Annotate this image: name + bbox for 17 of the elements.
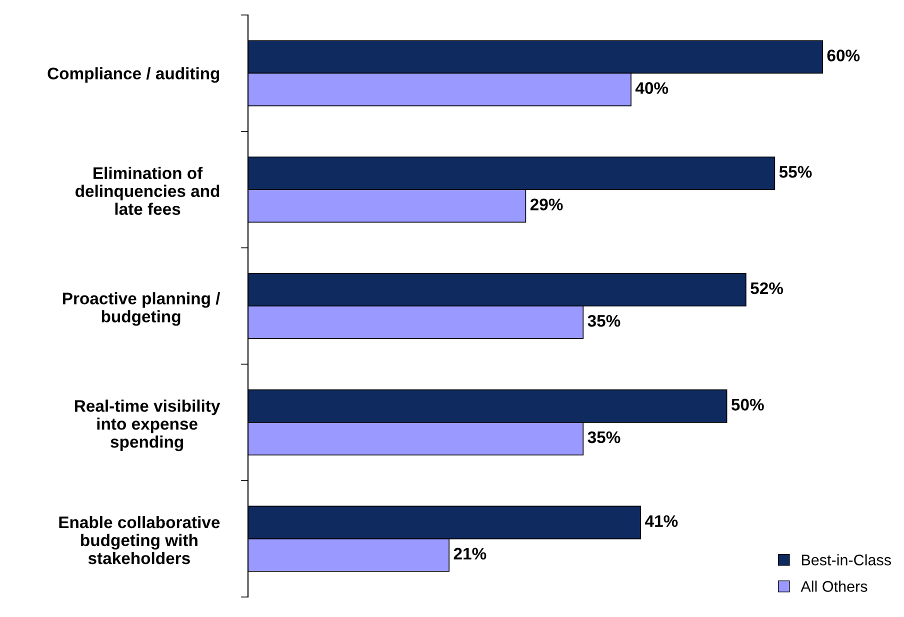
data-label: 55%	[779, 166, 812, 178]
data-label: 35%	[588, 314, 620, 327]
data-label: 60%	[827, 50, 860, 62]
y-tick-label: Compliance / auditing	[48, 67, 220, 83]
data-label: 41%	[645, 515, 678, 527]
y-tick-label: Enable collaborative budgeting with stakeholders	[59, 516, 220, 564]
y-tick-label: Proactive planning / budgeting	[62, 292, 220, 326]
legend-label: Best-in-Class	[802, 554, 891, 566]
data-label: 50%	[731, 398, 764, 411]
data-label: 52%	[750, 282, 784, 294]
data-label: 35%	[588, 431, 620, 444]
data-label: 40%	[635, 82, 668, 94]
data-label: 29%	[530, 198, 563, 210]
data-label: 21%	[454, 548, 486, 560]
legend-label: All Others	[800, 580, 868, 592]
y-tick-label: Real-time visibility into expense spending	[75, 400, 220, 452]
y-tick-label: Elimination of delinquencies and late fees	[76, 166, 220, 215]
